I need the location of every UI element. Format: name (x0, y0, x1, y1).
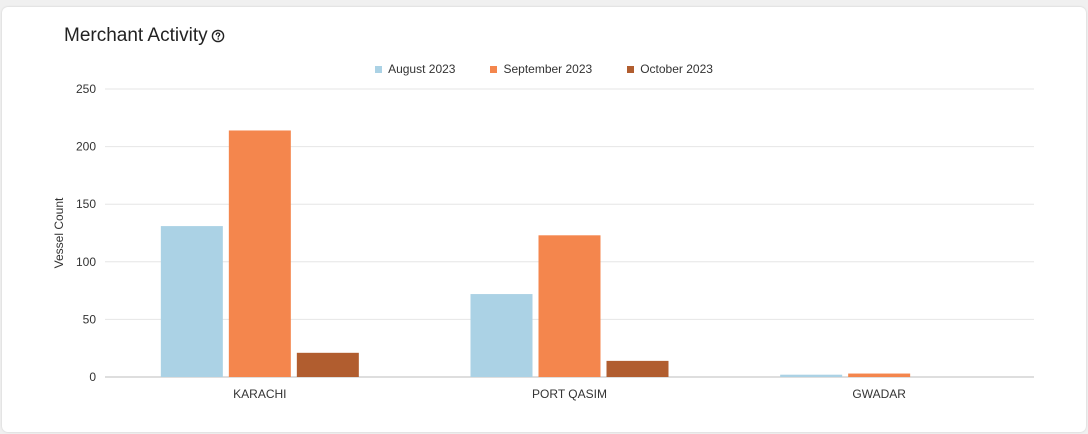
y-tick-label: 150 (76, 197, 96, 211)
y-tick-label: 100 (76, 255, 96, 269)
y-tick-label: 50 (83, 312, 97, 326)
bar (470, 294, 533, 377)
y-tick-label: 200 (76, 140, 96, 154)
chart-card: Merchant Activity August 2023 September 2… (2, 7, 1086, 432)
legend-label: August 2023 (388, 62, 456, 76)
bar (606, 360, 669, 377)
legend-item[interactable]: September 2023 (490, 62, 592, 76)
card-title-text: Merchant Activity (64, 25, 208, 46)
bar (780, 374, 843, 377)
bar-chart: 0 50 100 150 200 250 Vessel Count KARACHI PORT Q… (52, 82, 1034, 401)
x-tick-label: PORT QASIM (532, 387, 607, 401)
legend-swatch (490, 65, 498, 73)
bar (538, 235, 601, 377)
y-axis-title: Vessel Count (52, 197, 66, 268)
bar (228, 130, 291, 377)
bar (848, 373, 911, 377)
legend-label: September 2023 (503, 62, 593, 76)
legend-swatch (375, 65, 383, 73)
x-tick-label: KARACHI (233, 387, 286, 401)
legend-item[interactable]: October 2023 (627, 62, 713, 76)
x-tick-label: GWADAR (852, 387, 906, 401)
legend-swatch (627, 65, 635, 73)
chart-legend: August 2023 September 2023 October 2023 (2, 62, 1086, 76)
legend-label: October 2023 (640, 62, 713, 76)
y-tick-label: 0 (89, 370, 96, 384)
y-tick-label: 250 (76, 82, 96, 96)
bar (296, 352, 359, 377)
question-circle-icon[interactable] (211, 29, 225, 43)
card-title: Merchant Activity (64, 25, 225, 47)
bar (160, 226, 223, 377)
legend-item[interactable]: August 2023 (375, 62, 455, 76)
